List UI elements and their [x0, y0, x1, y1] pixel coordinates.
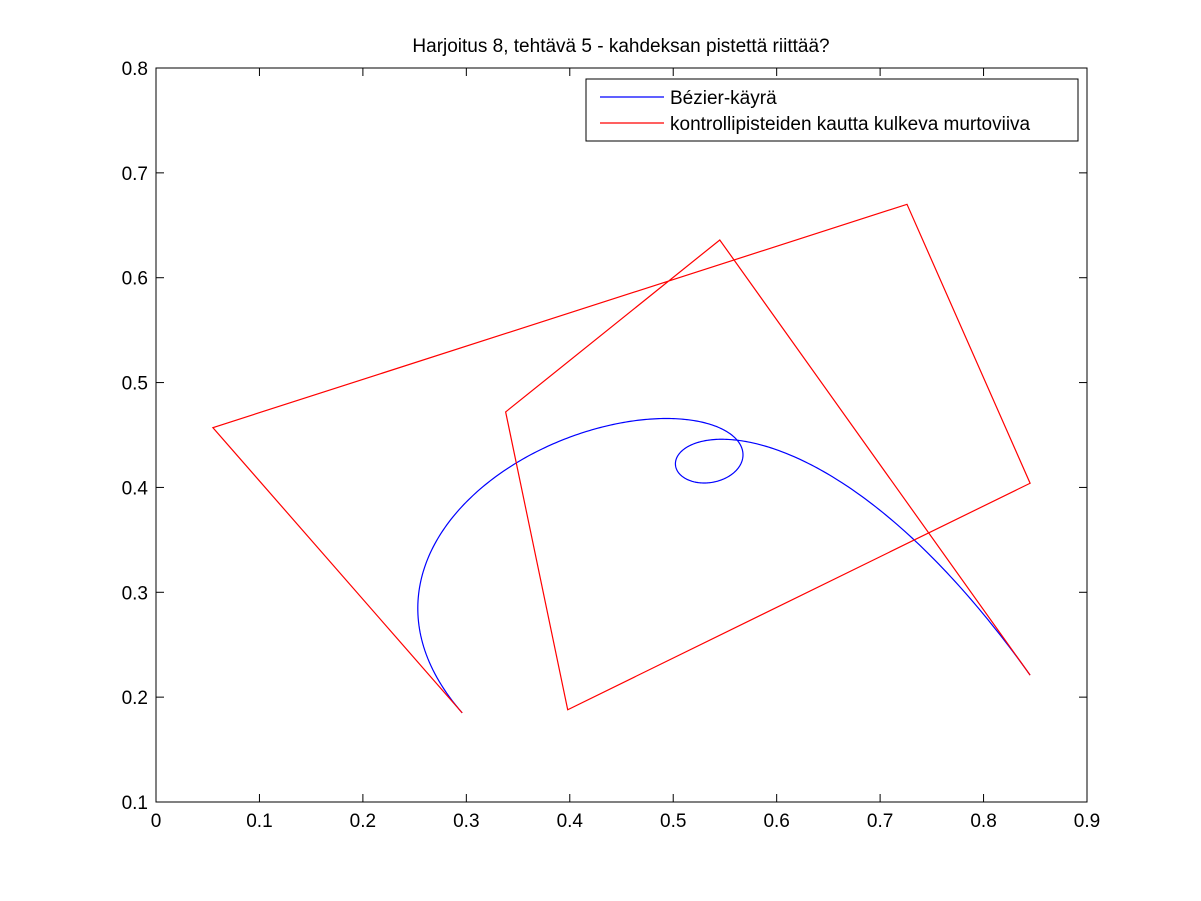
legend: Bézier-käyrä kontrollipisteiden kautta ku… — [585, 78, 1079, 142]
series-line-2 — [211, 203, 1031, 714]
x-tick-label: 0.3 — [453, 811, 479, 832]
y-tick-label: 0.1 — [122, 793, 148, 814]
x-tick-label: 0.7 — [867, 811, 893, 832]
x-tick-label: 0.8 — [970, 811, 996, 832]
x-tick-label: 0.4 — [557, 811, 584, 832]
chart-title: Harjoitus 8, tehtävä 5 - kahdeksan piste… — [412, 36, 829, 57]
y-tick-label: 0.3 — [122, 583, 148, 604]
legend-box — [585, 78, 1079, 142]
legend-label-1: Bézier-käyrä — [670, 88, 777, 109]
x-tick-label: 0.5 — [660, 811, 686, 832]
y-tick-label: 0.5 — [122, 374, 148, 395]
axes-box — [155, 67, 1088, 803]
x-tick-label: 0 — [151, 811, 162, 832]
plot-area — [211, 203, 1031, 714]
y-tick-label: 0.2 — [122, 688, 148, 709]
legend-label-2: kontrollipisteiden kautta kulkeva murtov… — [670, 114, 1031, 135]
x-tick-label: 0.9 — [1074, 811, 1100, 832]
series-line-1 — [417, 417, 1031, 714]
y-tick-label: 0.8 — [122, 59, 148, 80]
y-tick-label: 0.7 — [122, 164, 148, 185]
x-tick-label: 0.6 — [763, 811, 789, 832]
x-tick-label: 0.1 — [246, 811, 272, 832]
y-tick-label: 0.4 — [122, 478, 149, 499]
x-tick-label: 0.2 — [350, 811, 376, 832]
y-tick-label: 0.6 — [122, 269, 148, 290]
axes: 0 0.1 0.2 0.3 0.4 0.5 0.6 0.7 0.8 0.90.10.20.30.4… — [122, 59, 1101, 832]
